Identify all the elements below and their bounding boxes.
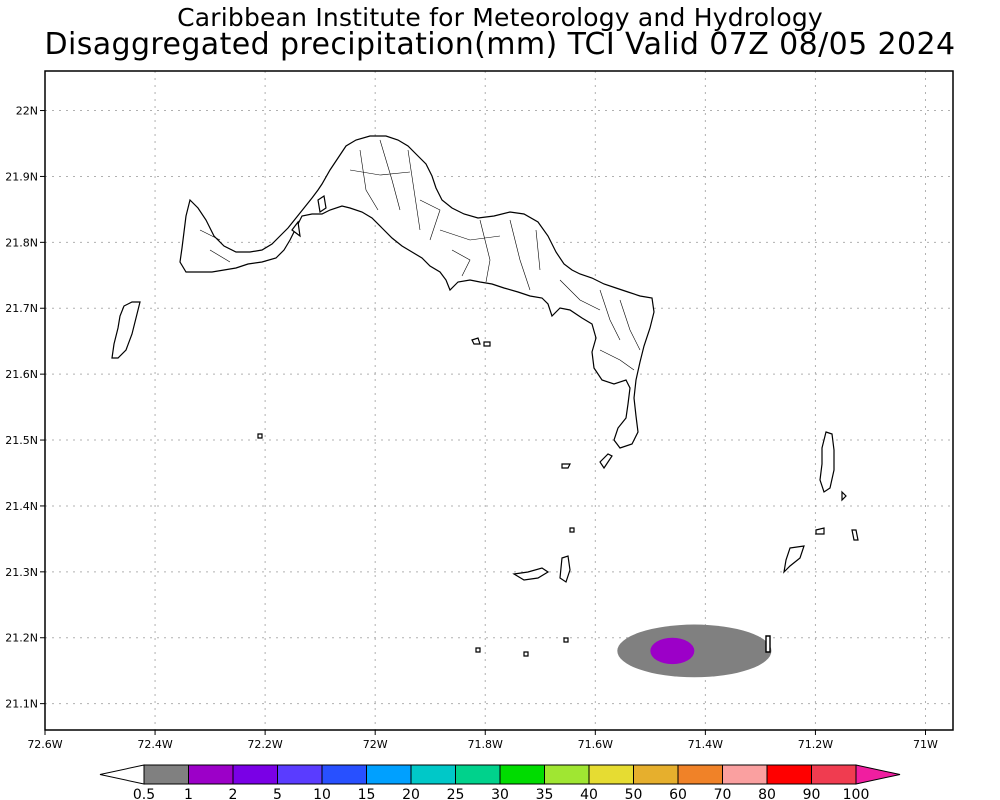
lon-tick-label: 72.6W	[27, 738, 62, 751]
precip-area-2	[650, 637, 695, 665]
precip-area-1	[617, 624, 772, 678]
lon-tick-label: 71.6W	[578, 738, 613, 751]
lon-tick-label: 72.2W	[247, 738, 282, 751]
colorbar-over-arrow	[855, 764, 901, 785]
lat-tick-label: 21.7N	[5, 302, 38, 315]
map-frame	[44, 70, 954, 731]
island-grand-turk	[819, 431, 835, 493]
colorbar-swatch	[410, 764, 456, 785]
cay-small	[851, 529, 859, 541]
colorbar-label: 80	[758, 787, 776, 800]
lat-tick-label: 21.8N	[5, 236, 38, 249]
lat-tick-label: 22N	[16, 105, 38, 118]
cay-small	[563, 637, 569, 643]
island-southern-cay	[512, 567, 550, 581]
grid-lines	[45, 71, 953, 730]
cay-small	[471, 337, 481, 345]
colorbar-under-arrow	[99, 764, 145, 785]
colorbar-swatch	[722, 764, 768, 785]
island-caicos-chain	[179, 135, 655, 449]
colorbar-swatch	[677, 764, 723, 785]
cay-small	[475, 647, 481, 653]
colorbar: 0.5 1 2 5 10 15 20 25 30 35 40 50 60 70 80 90 100	[99, 764, 901, 800]
colorbar-label: 2	[229, 787, 238, 800]
longitude-ticks: 72.6W 72.4W 72.2W 72W 71.8W 71.6W 71.4W 71.2W 71…	[27, 730, 938, 751]
precipitation-layer	[617, 624, 772, 678]
landmass-outlines	[111, 135, 859, 657]
colorbar-label: 100	[843, 787, 870, 800]
lon-tick-label: 71.4W	[688, 738, 723, 751]
colorbar-label: 0.5	[133, 787, 155, 800]
island-west-caicos	[111, 301, 141, 359]
lon-tick-label: 72W	[363, 738, 388, 751]
colorbar-label: 10	[313, 787, 331, 800]
colorbar-label: 15	[358, 787, 376, 800]
lat-tick-label: 21.6N	[5, 368, 38, 381]
latitude-ticks: 22N 21.9N 21.8N 21.7N 21.6N 21.5N 21.4N 21.3N 21…	[5, 105, 45, 711]
cay-small	[317, 194, 327, 214]
colorbar-label: 50	[625, 787, 643, 800]
colorbar-swatch	[544, 764, 590, 785]
colorbar-swatch	[232, 764, 278, 785]
colorbar-swatch	[143, 764, 189, 785]
cay-small	[483, 341, 491, 347]
colorbar-swatch	[499, 764, 545, 785]
cay-small	[841, 490, 847, 502]
lon-tick-label: 72.4W	[137, 738, 172, 751]
cay-small	[523, 651, 529, 657]
lon-tick-label: 71.8W	[468, 738, 503, 751]
lon-tick-label: 71W	[913, 738, 938, 751]
colorbar-swatch	[811, 764, 857, 785]
cay-small	[815, 527, 825, 535]
lat-tick-label: 21.3N	[5, 566, 38, 579]
colorbar-swatch	[321, 764, 367, 785]
lat-tick-label: 21.5N	[5, 434, 38, 447]
colorbar-label: 40	[580, 787, 598, 800]
colorbar-swatch	[366, 764, 412, 785]
island-southern-cay	[559, 555, 571, 583]
cay-small	[599, 453, 613, 470]
lat-tick-label: 21.1N	[5, 698, 38, 711]
colorbar-swatch	[633, 764, 679, 785]
lon-tick-label: 71.2W	[798, 738, 833, 751]
cay-small	[765, 635, 771, 653]
title-line-2: Disaggregated precipitation(mm) TCI Vali…	[44, 27, 956, 62]
colorbar-swatch	[455, 764, 501, 785]
colorbar-swatch	[766, 764, 812, 785]
colorbar-label: 70	[714, 787, 732, 800]
cay-small	[291, 220, 301, 238]
title-line-1: Caribbean Institute for Meteorology and …	[177, 3, 823, 32]
cay-small	[561, 463, 571, 469]
island-salt-cay	[783, 545, 805, 574]
colorbar-label: 5	[273, 787, 282, 800]
colorbar-swatch	[588, 764, 634, 785]
colorbar-swatch	[277, 764, 323, 785]
cay-small	[569, 527, 575, 533]
lat-tick-label: 21.2N	[5, 632, 38, 645]
colorbar-label: 20	[402, 787, 420, 800]
colorbar-label: 60	[669, 787, 687, 800]
lat-tick-label: 21.9N	[5, 170, 38, 183]
colorbar-label: 1	[184, 787, 193, 800]
colorbar-label: 30	[491, 787, 509, 800]
colorbar-label: 90	[803, 787, 821, 800]
colorbar-swatch	[188, 764, 234, 785]
internal-boundaries	[199, 139, 641, 371]
colorbar-label: 25	[447, 787, 465, 800]
colorbar-label: 35	[536, 787, 554, 800]
cay-small	[257, 433, 263, 439]
lat-tick-label: 21.4N	[5, 500, 38, 513]
